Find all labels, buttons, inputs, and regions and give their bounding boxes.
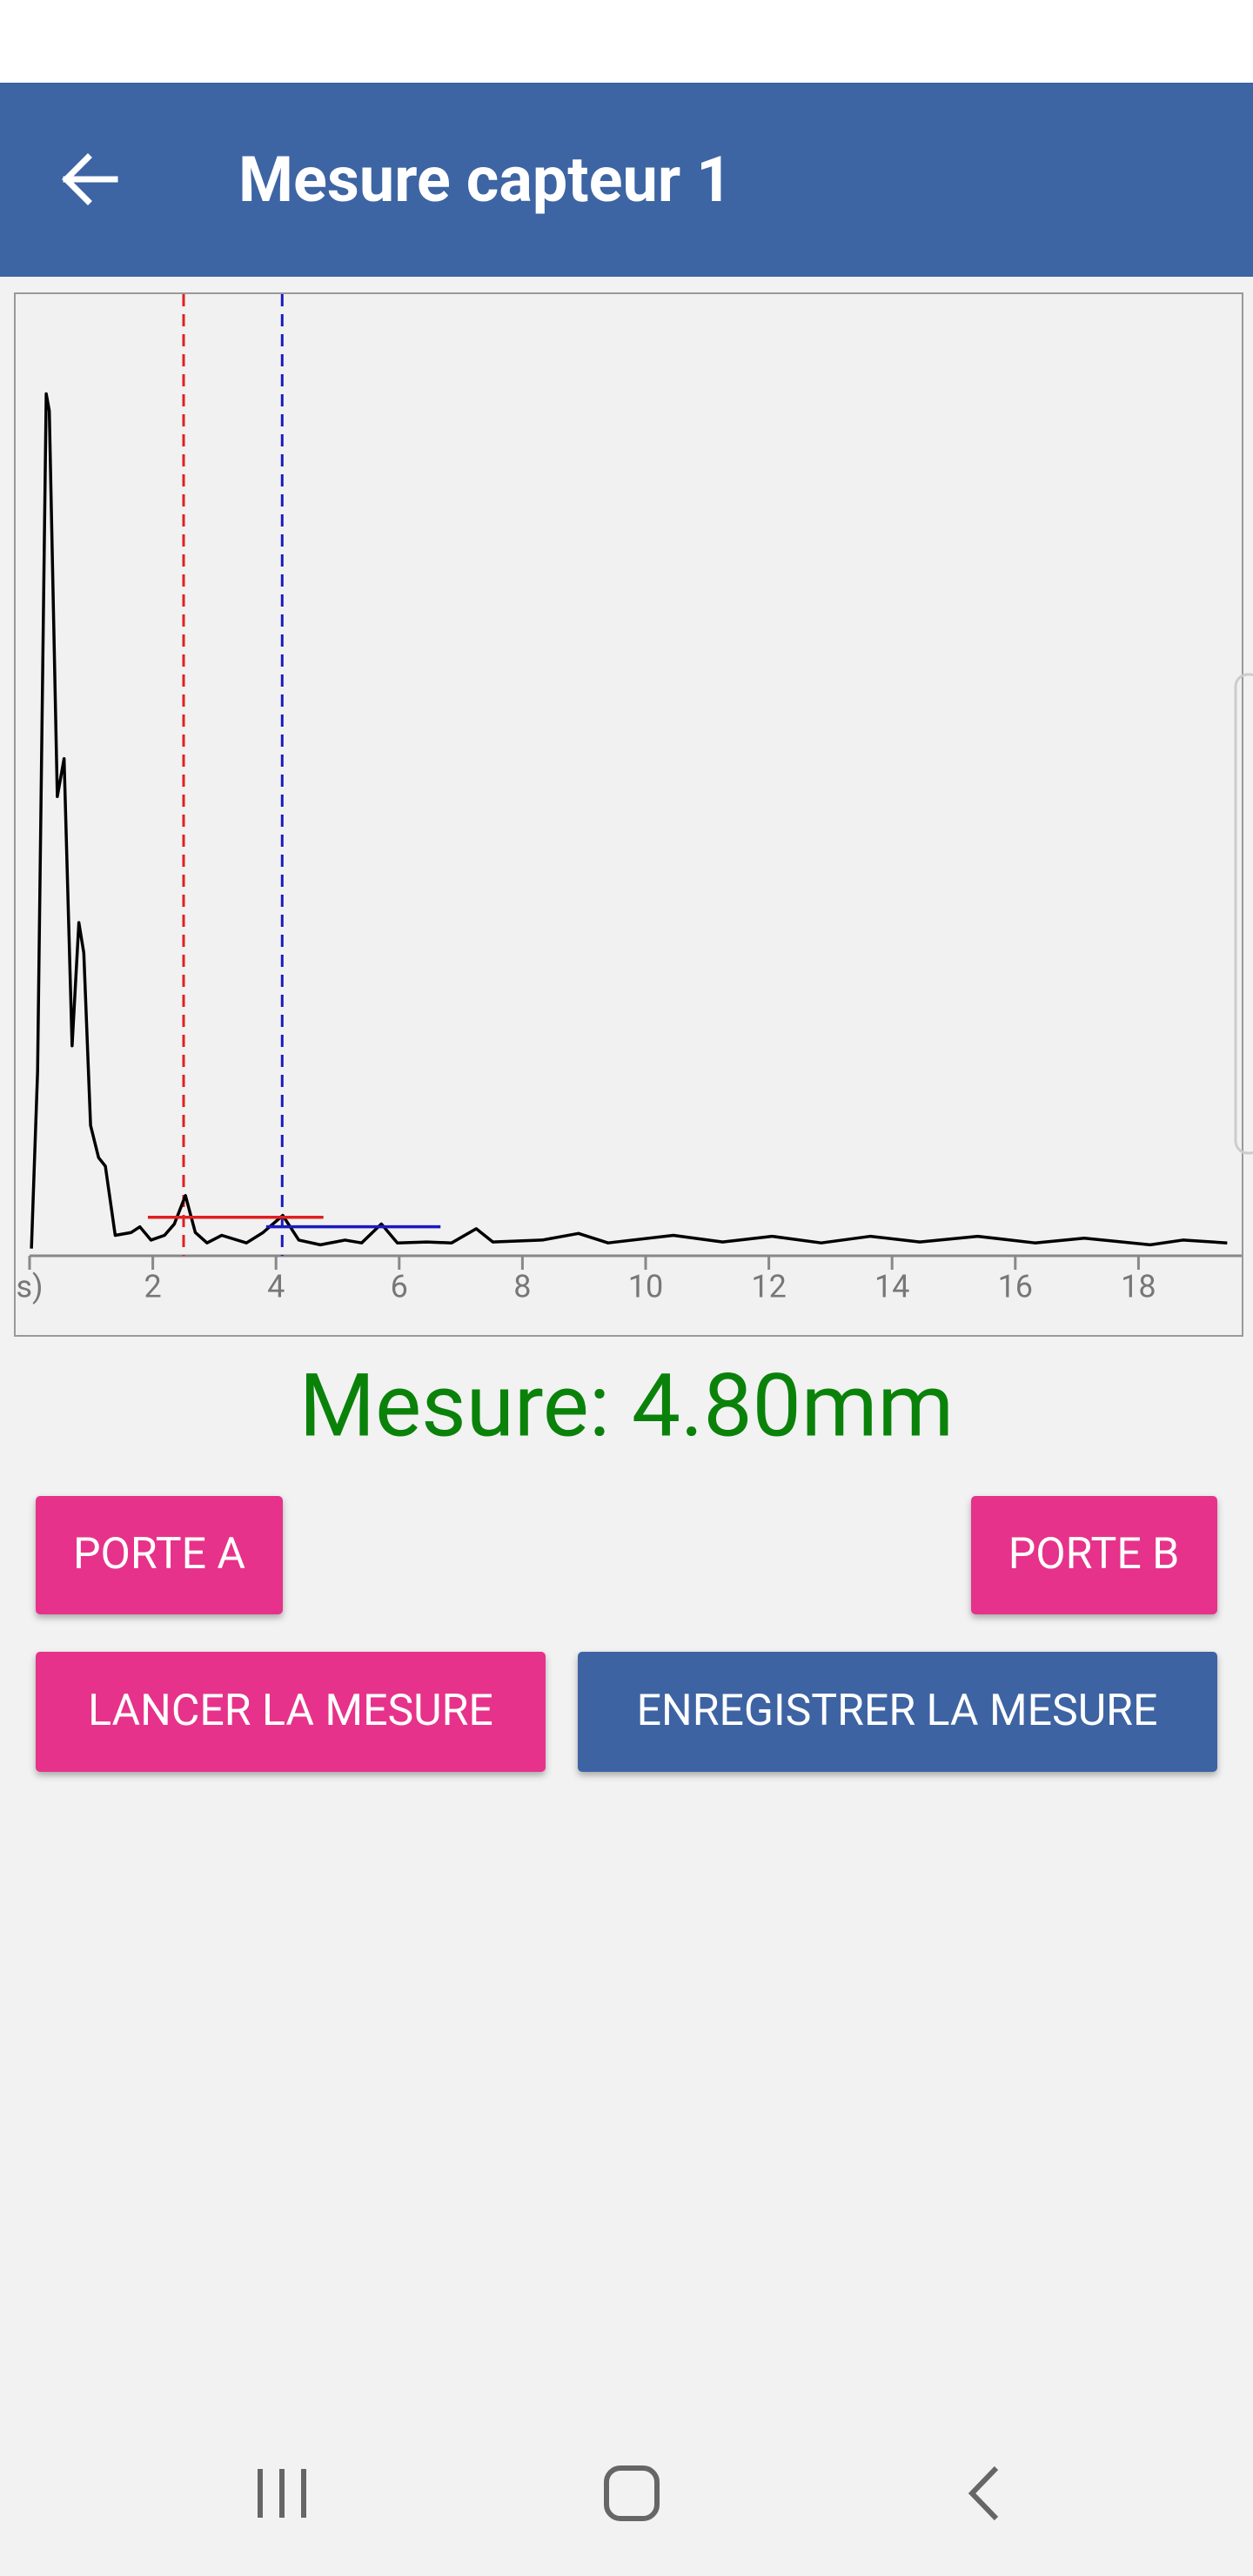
button-label: LANCER LA MESURE <box>88 1686 493 1736</box>
nav-home[interactable] <box>604 2465 660 2521</box>
x-tick-label: s) <box>16 1269 43 1305</box>
porte-a-button[interactable]: PORTE A <box>36 1496 283 1614</box>
x-tick-label: 12 <box>751 1269 786 1305</box>
lancer-button[interactable]: LANCER LA MESURE <box>36 1652 546 1772</box>
nav-recents[interactable] <box>258 2469 306 2518</box>
status-bar <box>0 0 1253 83</box>
button-bg <box>36 1496 283 1614</box>
button-bg <box>36 1652 546 1772</box>
app-title: Mesure capteur 1 <box>238 143 732 217</box>
enregistrer-button[interactable]: ENREGISTRER LA MESURE <box>578 1652 1217 1772</box>
x-tick-label: 14 <box>874 1269 909 1305</box>
x-tick-label: 4 <box>267 1269 285 1305</box>
measure-result: Mesure: 4.80mm <box>299 1355 954 1457</box>
nav-back[interactable] <box>968 2465 999 2521</box>
edge-handle <box>1234 673 1253 1155</box>
back-button[interactable] <box>62 153 118 205</box>
x-tick-label: 8 <box>513 1269 531 1305</box>
button-label: PORTE A <box>73 1529 245 1580</box>
porte-b-button[interactable]: PORTE B <box>971 1496 1217 1614</box>
plot: s)2468101214161820 <box>16 294 1242 1305</box>
x-tick-label: 2 <box>144 1269 161 1305</box>
button-label: ENREGISTRER LA MESURE <box>637 1686 1158 1736</box>
x-tick-label: 18 <box>1121 1269 1156 1305</box>
x-tick-label: 16 <box>998 1269 1033 1305</box>
button-label: PORTE B <box>1008 1529 1180 1580</box>
chart-frame <box>14 292 1243 1337</box>
button-bg <box>971 1496 1217 1614</box>
x-tick-label: 6 <box>391 1269 408 1305</box>
x-tick-label: 10 <box>628 1269 663 1305</box>
app-bar <box>0 83 1253 277</box>
button-bg <box>578 1652 1217 1772</box>
